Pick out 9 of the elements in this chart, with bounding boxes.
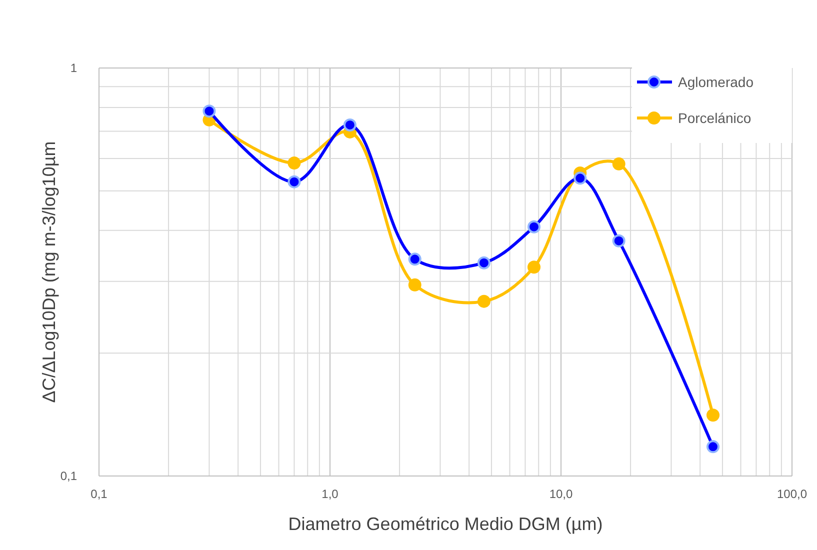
x-axis-title: Diametro Geométrico Medio DGM (µm) <box>288 514 603 534</box>
y-axis-title: ΔC/ΔLog10Dp (mg m-3/log10µm <box>39 141 59 403</box>
x-tick-label: 1,0 <box>322 487 339 501</box>
legend-label: Porcelánico <box>678 110 752 126</box>
x-tick-label: 10,0 <box>549 487 573 501</box>
y-tick-label: 1 <box>70 61 78 75</box>
legend-label: Aglomerado <box>678 74 754 90</box>
x-tick-label: 0,1 <box>90 487 108 501</box>
x-tick-label: 100,0 <box>776 487 808 501</box>
